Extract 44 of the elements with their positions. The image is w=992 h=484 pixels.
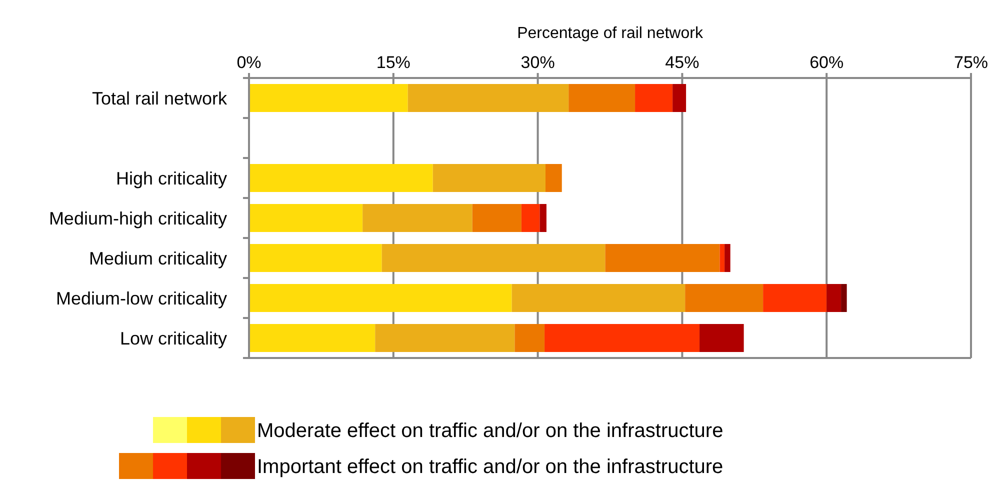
- bar: [375, 324, 515, 352]
- x-tick-label: 0%: [236, 53, 262, 72]
- x-tick-label: 45%: [665, 53, 700, 72]
- bar: [605, 244, 720, 272]
- x-tick-label: 15%: [376, 53, 410, 72]
- legend-label: Important effect on traffic and/or on the infrastructure: [257, 456, 724, 478]
- y-tick-label: Medium-high criticality: [48, 208, 227, 228]
- bar: [472, 204, 522, 232]
- bar: [685, 284, 764, 312]
- bar: [432, 164, 546, 192]
- y-tick-label: Total rail network: [92, 88, 228, 108]
- bar: [249, 244, 382, 272]
- bar: [546, 164, 562, 192]
- bar: [826, 284, 842, 312]
- bar: [568, 84, 636, 112]
- bar: [514, 324, 545, 352]
- bar: [249, 284, 512, 312]
- bar: [249, 164, 433, 192]
- bar: [362, 204, 472, 232]
- bar: [544, 324, 700, 352]
- bar: [249, 204, 363, 232]
- bar: [249, 324, 376, 352]
- y-tick-label: Low criticality: [120, 328, 227, 348]
- bar: [408, 84, 569, 112]
- bar: [724, 244, 730, 272]
- bar: [512, 284, 686, 312]
- bar: [249, 84, 408, 112]
- bar: [841, 284, 847, 312]
- x-tick-label: 30%: [520, 53, 555, 72]
- bar: [521, 204, 540, 232]
- bar: [382, 244, 606, 272]
- legend-label: Moderate effect on traffic and/or on the infrastructure: [257, 420, 724, 442]
- y-tick-label: Medium-low criticality: [56, 288, 227, 308]
- bar: [635, 84, 673, 112]
- bar: [700, 324, 744, 352]
- bar: [763, 284, 827, 312]
- x-tick-label: 60%: [810, 53, 844, 72]
- y-tick-label: High criticality: [116, 168, 227, 188]
- bar: [672, 84, 686, 112]
- x-axis-title: Percentage of rail network: [517, 25, 704, 42]
- y-tick-label: Medium criticality: [88, 248, 227, 268]
- bar: [720, 244, 725, 272]
- bar: [540, 204, 546, 232]
- x-tick-label: 75%: [954, 53, 988, 72]
